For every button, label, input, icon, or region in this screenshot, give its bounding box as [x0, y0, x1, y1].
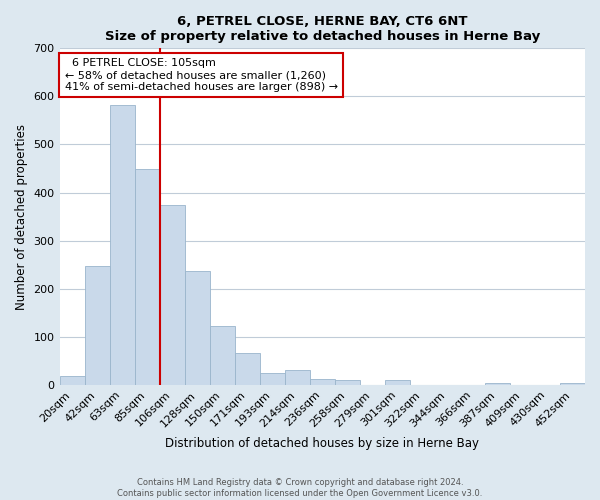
Bar: [235, 352, 260, 385]
Bar: [134, 168, 160, 385]
Bar: [485, 383, 510, 385]
Bar: [260, 373, 285, 385]
Text: 6 PETREL CLOSE: 105sqm
← 58% of detached houses are smaller (1,260)
41% of semi-: 6 PETREL CLOSE: 105sqm ← 58% of detached…: [65, 58, 338, 92]
Bar: [85, 266, 110, 385]
Bar: [185, 272, 209, 385]
Bar: [335, 380, 360, 385]
Bar: [560, 384, 585, 385]
Bar: [285, 370, 310, 385]
Y-axis label: Number of detached properties: Number of detached properties: [15, 124, 28, 310]
Bar: [310, 378, 335, 385]
Bar: [160, 204, 185, 385]
Bar: [59, 376, 85, 385]
Bar: [385, 380, 410, 385]
Text: Contains HM Land Registry data © Crown copyright and database right 2024.
Contai: Contains HM Land Registry data © Crown c…: [118, 478, 482, 498]
Bar: [209, 326, 235, 385]
X-axis label: Distribution of detached houses by size in Herne Bay: Distribution of detached houses by size …: [165, 437, 479, 450]
Title: 6, PETREL CLOSE, HERNE BAY, CT6 6NT
Size of property relative to detached houses: 6, PETREL CLOSE, HERNE BAY, CT6 6NT Size…: [104, 15, 540, 43]
Bar: [110, 104, 134, 385]
